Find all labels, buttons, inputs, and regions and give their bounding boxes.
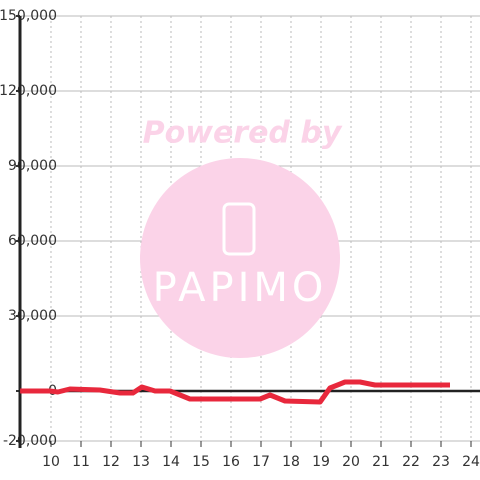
x-tick-label: 23 <box>432 454 450 470</box>
x-tick-label: 10 <box>42 454 60 470</box>
y-tick-label: 150,000 <box>0 8 57 24</box>
watermark-text: Powered by <box>143 116 343 151</box>
x-tick-label: 17 <box>252 454 270 470</box>
x-tick-label: 11 <box>72 454 90 470</box>
watermark-logo: PAPIMO <box>153 265 328 311</box>
y-tick-label: 30,000 <box>8 308 57 324</box>
x-tick-label: 21 <box>372 454 390 470</box>
x-tick-label: 14 <box>162 454 180 470</box>
watermark-icon <box>222 202 256 256</box>
x-tick-label: 19 <box>312 454 330 470</box>
x-tick-label: 18 <box>282 454 300 470</box>
x-tick-label: 15 <box>192 454 210 470</box>
watermark-circle <box>140 158 340 358</box>
y-tick-label: 60,000 <box>8 233 57 249</box>
y-tick-label: -20,000 <box>3 433 57 449</box>
x-tick-label: 24 <box>462 454 480 470</box>
x-tick-label: 20 <box>342 454 360 470</box>
x-tick-label: 16 <box>222 454 240 470</box>
line <box>20 379 450 405</box>
x-tick-label: 22 <box>402 454 420 470</box>
x-tick-label: 12 <box>102 454 120 470</box>
x-tick-label: 13 <box>132 454 150 470</box>
y-tick-label: 90,000 <box>8 158 57 174</box>
y-tick-label: 120,000 <box>0 83 57 99</box>
